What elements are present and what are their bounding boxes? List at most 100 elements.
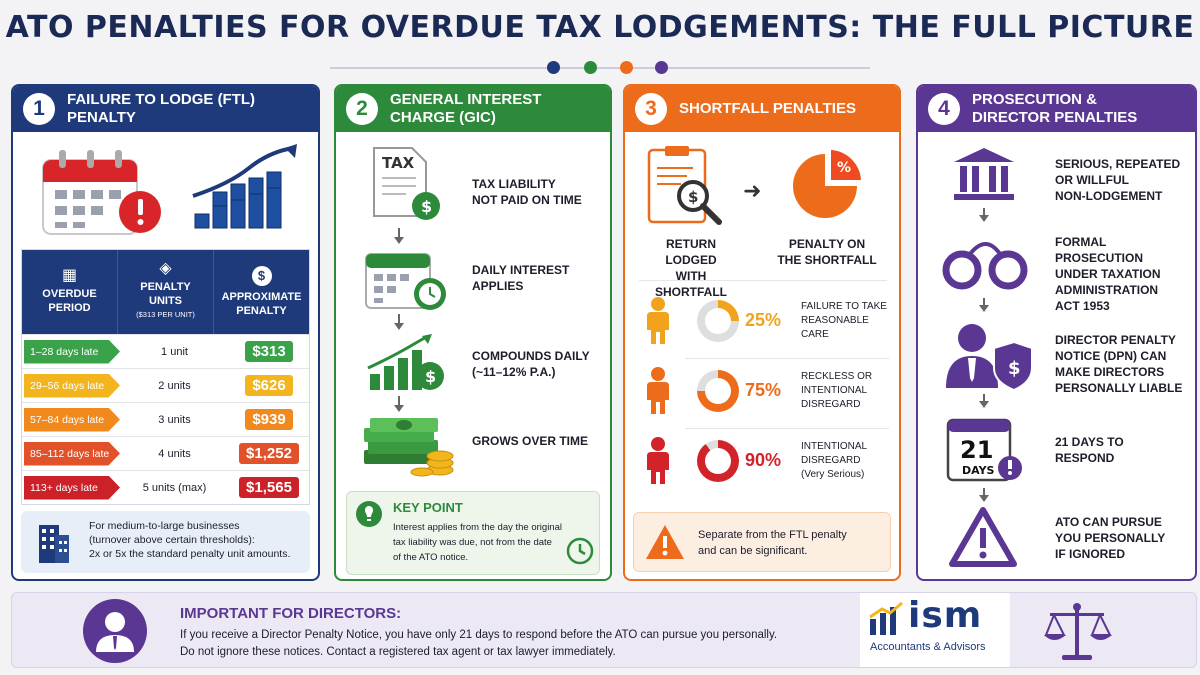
svg-text:$: $	[421, 197, 432, 216]
header-sublabel: ($313 PER UNIT)	[136, 310, 195, 319]
return-lodged-label: RETURN LODGED WITH SHORTFALL	[641, 236, 741, 300]
header-label: PENALTY UNITS	[140, 281, 191, 307]
calendar-icon	[42, 150, 161, 235]
shortfall-panel-title: SHORTFALL PENALTIES	[679, 100, 856, 117]
scales-of-justice-icon	[1044, 603, 1112, 660]
gic-step-3: COMPOUNDS DAILY (~11–12% P.A.)	[472, 348, 590, 380]
clipboard-search-icon: $	[647, 146, 722, 225]
logo-name: ism	[908, 595, 983, 636]
shortfall-note: Separate from the FTL penalty and can be…	[633, 512, 891, 572]
calendar-small-icon: ▦	[61, 267, 78, 284]
penalty-amount-badge: $626	[245, 375, 293, 396]
person-icon	[647, 437, 669, 484]
cube-icon: ◈	[159, 260, 172, 277]
header-label: APPROXIMATE PENALTY	[221, 291, 302, 317]
svg-text:21: 21	[960, 436, 993, 464]
banner-line: If you receive a Director Penalty Notice…	[180, 629, 778, 641]
logo-subtitle: Accountants & Advisors	[870, 641, 986, 653]
orange-dot	[620, 61, 633, 74]
svg-text:%: %	[837, 160, 851, 176]
overdue-period-cell: 85–112 days late	[24, 441, 120, 466]
rate-line: INTENTIONAL	[801, 441, 868, 452]
penalty-cell: $1,252	[229, 443, 309, 464]
rate-line: INTENTIONAL	[801, 385, 868, 396]
rate-description: RECKLESS OR INTENTIONAL DISREGARD	[801, 370, 897, 412]
step-line: ATO CAN PURSUE	[1055, 515, 1162, 529]
step-line: ACT 1953	[1055, 299, 1110, 313]
penalty-cell: $939	[229, 409, 309, 430]
rate-line: (Very Serious)	[801, 469, 865, 480]
kp-line: tax liability was due, not from the date	[393, 537, 552, 548]
prosecution-step-3: DIRECTOR PENALTY NOTICE (DPN) CAN MAKE DIR…	[1055, 332, 1195, 396]
prosecution-panel: 4 PROSECUTION & DIRECTOR PENALTIES $ 21 …	[916, 84, 1197, 581]
step-line: IF IGNORED	[1055, 547, 1126, 561]
table-row: 57–84 days late 3 units $939	[22, 402, 309, 436]
gic-panel-title: GENERAL INTEREST CHARGE (GIC)	[390, 91, 542, 126]
title-line: DIRECTOR PENALTIES	[972, 109, 1138, 126]
ftl-panel: 1 FAILURE TO LODGE (FTL) PENALTY ▦	[11, 84, 320, 581]
penalty-units-cell: 1 unit	[161, 345, 188, 358]
ftl-table: ▦ OVERDUE PERIOD ◈ PENALTY UNITS ($313 P…	[21, 249, 310, 505]
right-arrow-icon: ➜	[743, 178, 762, 203]
label-line: WITH SHORTFALL	[655, 269, 727, 299]
step-line: TAX LIABILITY	[472, 177, 556, 191]
courthouse-icon	[954, 148, 1014, 200]
step-line: RESPOND	[1055, 451, 1115, 465]
table-row: 85–112 days late 4 units $1,252	[22, 436, 309, 470]
step-line: PERSONALLY LIABLE	[1055, 381, 1183, 395]
prosecution-panel-header: 4 PROSECUTION & DIRECTOR PENALTIES	[918, 86, 1195, 132]
note-line: (turnover above certain thresholds):	[89, 534, 255, 546]
step-line: UNDER TAXATION	[1055, 267, 1161, 281]
step-line: SERIOUS, REPEATED	[1055, 157, 1181, 171]
ism-logo: ism Accountants & Advisors	[860, 593, 1010, 667]
ftl-panel-title: FAILURE TO LODGE (FTL) PENALTY	[67, 91, 256, 126]
person-icon	[647, 367, 669, 414]
step-line: COMPOUNDS DAILY	[472, 349, 590, 363]
table-row: 29–56 days late 2 units $626	[22, 368, 309, 402]
rate-line: DISREGARD	[801, 455, 861, 466]
rate-line: RECKLESS OR	[801, 371, 873, 382]
penalty-units-cell: 4 units	[158, 447, 191, 460]
svg-text:$: $	[425, 367, 436, 386]
svg-text:$: $	[688, 188, 698, 206]
rate-percent: 75%	[745, 380, 782, 400]
rate-ring	[697, 370, 739, 412]
warning-icon	[646, 525, 684, 559]
growth-dollar-icon: $	[367, 334, 444, 390]
rate-percent: 90%	[745, 450, 782, 470]
ftl-table-header: ▦ OVERDUE PERIOD ◈ PENALTY UNITS ($313 P…	[22, 250, 309, 334]
step-line: OR WILLFUL	[1055, 173, 1129, 187]
key-point-text: Interest applies from the day the origin…	[393, 520, 565, 565]
shortfall-note-text: Separate from the FTL penalty and can be…	[698, 527, 888, 559]
step-line: NOT PAID ON TIME	[472, 193, 582, 207]
rate-ring	[697, 440, 739, 482]
rate-percent: 25%	[745, 310, 782, 330]
prosecution-panel-number: 4	[928, 93, 960, 125]
warning-triangle-icon	[949, 507, 1017, 567]
prosecution-step-5: ATO CAN PURSUE YOU PERSONALLY IF IGNORED	[1055, 514, 1195, 562]
step-line: APPLIES	[472, 279, 524, 293]
shortfall-panel: 3 SHORTFALL PENALTIES $ ➜ % RETURN LODGE…	[623, 84, 901, 581]
title-divider	[330, 67, 870, 69]
director-avatar-icon	[83, 599, 147, 663]
penalty-units-cell: 3 units	[158, 413, 191, 426]
svg-text:$: $	[1008, 358, 1021, 379]
money-stack-icon	[364, 418, 454, 477]
shortfall-panel-header: 3 SHORTFALL PENALTIES	[625, 86, 899, 132]
calendar-clock-icon	[365, 253, 446, 310]
prosecution-panel-title: PROSECUTION & DIRECTOR PENALTIES	[972, 91, 1137, 127]
clock-icon	[566, 537, 594, 565]
overdue-period-header: ▦ OVERDUE PERIOD	[22, 250, 118, 334]
banner-title: IMPORTANT FOR DIRECTORS:	[180, 605, 402, 622]
logo-chart-icon	[869, 601, 903, 635]
table-row: 1–28 days late 1 unit $313	[22, 334, 309, 368]
note-text: For medium-to-large businesses (turnover…	[89, 519, 309, 561]
penalty-cell: $626	[229, 375, 309, 396]
building-icon	[39, 525, 69, 563]
banner-text: If you receive a Director Penalty Notice…	[180, 627, 860, 661]
navy-dot	[547, 61, 560, 74]
person-icon	[647, 297, 669, 344]
rate-line: REASONABLE CARE	[801, 315, 869, 340]
step-line: ADMINISTRATION	[1055, 283, 1159, 297]
prosecution-step-2: FORMAL PROSECUTION UNDER TAXATION ADMINIST…	[1055, 234, 1195, 314]
